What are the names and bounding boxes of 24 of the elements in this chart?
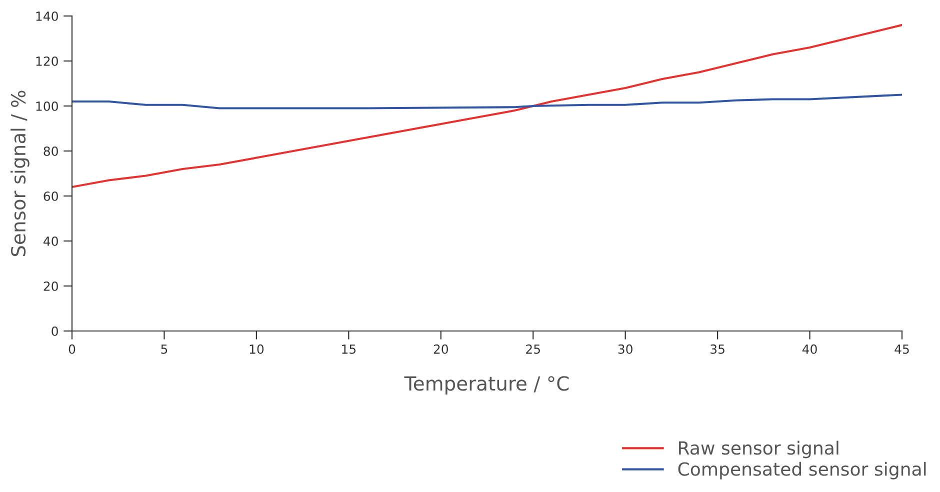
- line-series: [72, 24, 902, 188]
- x-tick-label: 0: [68, 344, 76, 354]
- line-series: [72, 94, 902, 110]
- legend-label: Compensated sensor signal: [678, 462, 926, 480]
- y-tick-label: 20: [44, 281, 58, 291]
- x-tick-label: 35: [710, 344, 724, 354]
- y-tick-label: 80: [44, 146, 58, 156]
- x-tick-label: 20: [434, 344, 448, 354]
- y-tick-label: 100: [36, 101, 58, 111]
- y-tick-label: 60: [44, 191, 58, 201]
- y-axis-title: Sensor signal / %: [10, 90, 30, 256]
- y-tick-label: 120: [36, 56, 58, 66]
- x-tick-label: 15: [342, 344, 356, 354]
- x-tick-label: 10: [250, 344, 264, 354]
- x-tick-label: 40: [802, 344, 817, 354]
- y-tick-label: 140: [36, 11, 58, 21]
- y-tick-label: 40: [44, 236, 58, 246]
- y-tick-label: 0: [52, 326, 58, 336]
- x-tick-label: 25: [526, 344, 540, 354]
- x-tick-label: 45: [894, 344, 909, 354]
- x-tick-label: 5: [161, 344, 168, 354]
- x-tick-label: 30: [618, 344, 632, 354]
- legend-label: Raw sensor signal: [679, 440, 838, 458]
- x-axis-title: Temperature / °C: [404, 376, 569, 395]
